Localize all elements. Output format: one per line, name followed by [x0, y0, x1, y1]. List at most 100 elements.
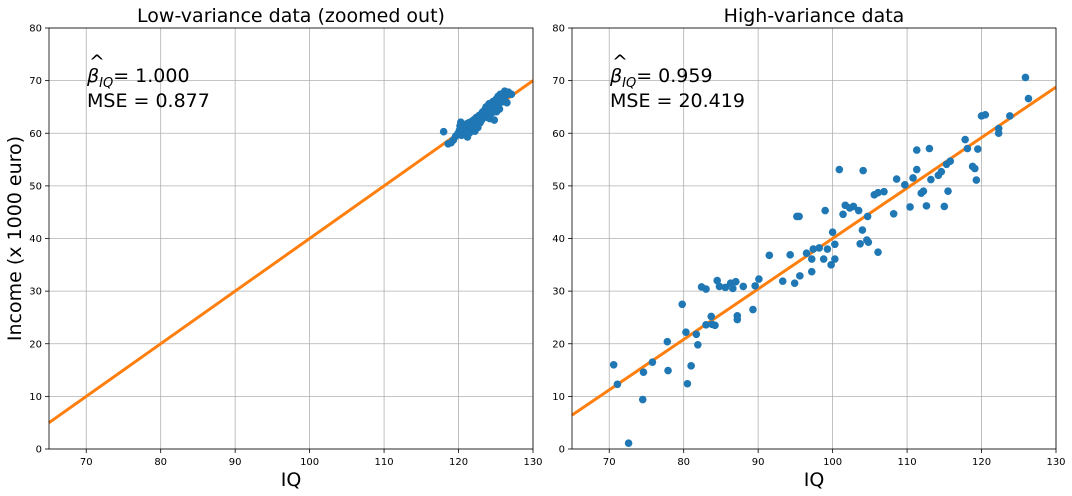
right-data-point	[713, 276, 721, 285]
right-data-point	[613, 380, 622, 389]
right-data-point	[863, 212, 872, 221]
right-data-point	[944, 187, 952, 195]
right-data-point	[755, 275, 763, 283]
right-data-point	[711, 321, 719, 330]
right-data-point	[906, 203, 914, 211]
right-y-tick-label: 0	[559, 445, 565, 456]
left-y-tick-label: 80	[29, 24, 42, 35]
right-data-point	[729, 284, 737, 293]
right-data-point	[937, 167, 946, 176]
right-data-point	[694, 341, 702, 349]
right-data-point	[854, 206, 863, 215]
right-x-tick-label: 120	[972, 457, 991, 468]
right-data-point	[940, 202, 949, 211]
left-x-tick-label: 90	[229, 457, 242, 468]
right-data-point	[819, 255, 828, 263]
right-data-point	[715, 282, 724, 291]
right-data-point	[739, 282, 748, 291]
right-data-point	[609, 361, 618, 369]
left-beta-symbol: β	[86, 65, 99, 87]
right-data-point	[809, 245, 818, 253]
right-data-point	[1024, 94, 1033, 103]
left-x-tick-label: 130	[523, 457, 542, 468]
right-data-point	[849, 202, 858, 211]
right-data-point	[807, 267, 816, 276]
right-data-point	[972, 176, 981, 184]
right-data-point	[831, 255, 839, 263]
right-data-point	[692, 330, 701, 339]
right-x-tick-label: 70	[603, 457, 616, 468]
right-data-point	[874, 248, 882, 256]
right-mse-annotation: MSE = 20.419	[610, 90, 745, 112]
right-x-tick-label: 80	[677, 457, 690, 468]
left-y-tick-label: 10	[29, 392, 42, 403]
right-y-tick-label: 60	[552, 129, 565, 140]
right-x-tick-label: 90	[752, 457, 765, 468]
right-x-axis-label: IQ	[804, 469, 825, 491]
right-panel: 70 80 90 100 110 120 130 0 10 20 30 40 50 60 70 80 High…	[552, 5, 1065, 491]
left-data-point	[490, 116, 499, 124]
right-data-point	[765, 251, 774, 260]
right-data-point	[802, 249, 811, 258]
right-x-tick-label: 130	[1046, 457, 1065, 468]
left-x-tick-label: 100	[300, 457, 319, 468]
right-data-point	[733, 315, 742, 324]
right-y-tick-label: 40	[552, 234, 565, 245]
left-x-tick-label: 70	[80, 457, 93, 468]
right-data-point	[1006, 112, 1014, 120]
left-y-tick-label: 70	[29, 76, 42, 87]
left-beta-subscript: IQ	[99, 76, 113, 91]
left-panel: 70 80 90 100 110 120 130 0 10 20 30 40 50 60 70 80 Low-…	[4, 5, 543, 491]
right-data-point	[835, 165, 844, 174]
right-y-tick-label: 30	[552, 287, 565, 298]
right-annotation: βIQ= 0.959 ^ MSE = 20.419	[609, 51, 745, 112]
right-data-point	[687, 362, 695, 370]
right-data-point	[778, 277, 787, 285]
right-chart-title: High-variance data	[724, 5, 905, 27]
left-annotation: βIQ= 1.000 ^ MSE = 0.877	[86, 51, 210, 112]
right-y-tick-label: 80	[552, 24, 565, 35]
right-data-point	[682, 328, 690, 336]
right-data-point	[827, 261, 835, 269]
right-y-tick-label: 20	[552, 339, 565, 350]
left-y-tick-label: 0	[36, 445, 42, 456]
right-data-point	[823, 245, 832, 253]
left-y-tick-label: 60	[29, 129, 42, 140]
right-data-point	[925, 144, 934, 153]
right-data-point	[683, 379, 692, 388]
right-data-point	[859, 166, 867, 175]
left-x-axis-label: IQ	[281, 469, 302, 491]
left-ticks: 70 80 90 100 110 120 130 0 10 20 30 40 50 60 70 80	[29, 24, 542, 469]
left-x-tick-label: 80	[154, 457, 167, 468]
right-data-point	[874, 188, 882, 197]
right-data-point	[815, 244, 824, 252]
right-y-tick-label: 50	[552, 181, 565, 192]
right-data-point	[795, 212, 803, 221]
right-data-point	[880, 187, 888, 196]
right-data-point	[702, 285, 710, 293]
right-data-point	[732, 277, 740, 286]
right-data-point	[702, 321, 710, 329]
left-y-tick-label: 40	[29, 234, 42, 245]
right-beta-subscript: IQ	[622, 76, 636, 91]
left-beta-annotation: βIQ= 1.000	[86, 65, 190, 91]
right-data-point	[909, 174, 917, 182]
left-data-point	[439, 127, 448, 136]
left-mse-annotation: MSE = 0.877	[87, 90, 210, 112]
right-data-point	[749, 305, 757, 314]
right-data-point	[974, 145, 982, 153]
right-x-tick-label: 110	[898, 457, 917, 468]
right-data-point	[639, 368, 648, 376]
left-y-tick-label: 30	[29, 287, 42, 298]
right-data-point	[963, 144, 972, 153]
right-data-point	[831, 240, 839, 249]
right-data-point	[807, 255, 816, 263]
right-data-point	[839, 210, 847, 219]
left-y-tick-label: 50	[29, 181, 42, 192]
right-data-point	[664, 366, 672, 375]
right-data-point	[678, 300, 687, 309]
right-data-point	[1021, 73, 1030, 82]
right-data-point	[927, 175, 935, 184]
right-data-point	[721, 283, 730, 292]
